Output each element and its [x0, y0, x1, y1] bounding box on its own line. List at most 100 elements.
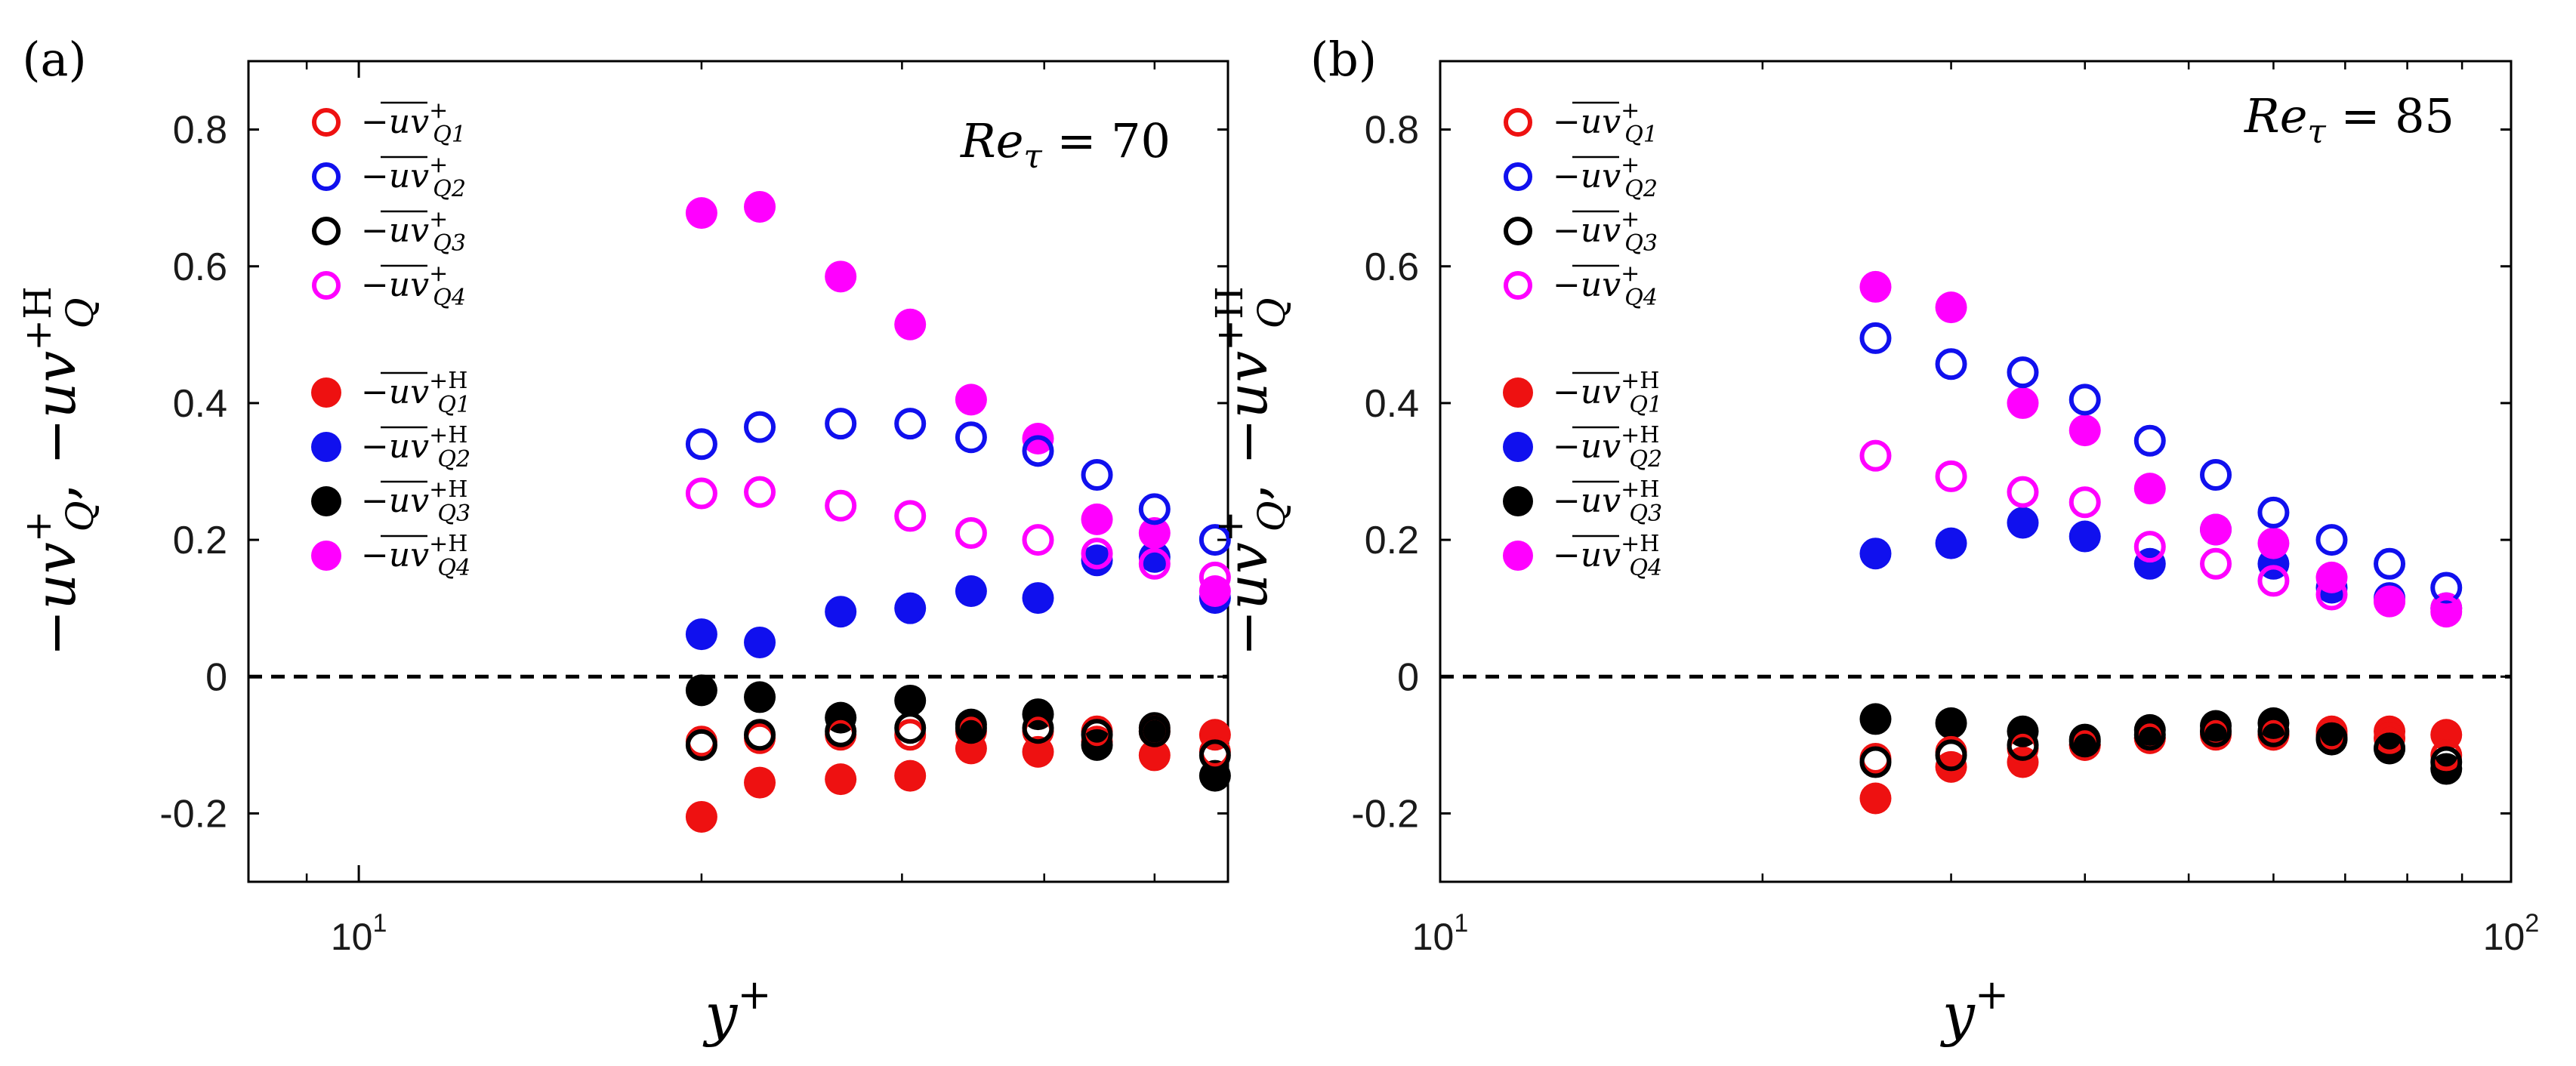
legend-superscript: +H — [429, 531, 467, 557]
legend-superscript: + — [1621, 206, 1640, 233]
series-q2 — [685, 408, 1231, 556]
y-tick-label: 0.4 — [173, 382, 227, 426]
data-point — [2315, 722, 2348, 754]
data-point — [1199, 524, 1231, 556]
legend-superscript: +H — [429, 422, 467, 448]
legend-base: uv — [389, 373, 429, 411]
y-label-separator: , — [1215, 465, 1280, 501]
legend-marker — [1503, 432, 1533, 462]
data-point — [2315, 578, 2348, 611]
data-point — [1935, 291, 1967, 324]
x-tick-label-base: 10 — [2483, 916, 2525, 958]
data-point — [2374, 585, 2406, 618]
series-q2-h — [685, 541, 1231, 658]
y-label-part1: −uv — [23, 542, 88, 657]
data-point — [744, 626, 776, 658]
data-point — [2069, 726, 2101, 758]
legend-subscript: Q4 — [433, 285, 466, 311]
data-point — [1138, 517, 1171, 550]
y-label-part1-sub: Q — [1250, 501, 1294, 531]
legend-superscript: + — [1621, 97, 1640, 124]
data-point — [1138, 541, 1171, 573]
annotation-value: = 85 — [2326, 88, 2454, 143]
series-q4 — [685, 476, 1231, 593]
data-point — [1935, 527, 1967, 559]
data-point — [2374, 722, 2406, 754]
y-axis-label: −uv+Q, −uv+HQ — [1208, 286, 1294, 656]
y-tick-label: -0.2 — [159, 792, 227, 836]
legend-base: uv — [389, 157, 429, 196]
legend-marker — [311, 432, 341, 462]
data-point — [1081, 538, 1113, 570]
legend-base: uv — [389, 211, 429, 250]
legend-entry: −uv+ Q3 — [1504, 206, 1658, 257]
data-point — [2007, 507, 2039, 539]
y-label-part1-sub: Q — [58, 501, 102, 531]
data-point — [2133, 531, 2166, 563]
data-point — [2430, 572, 2463, 604]
legend-subscript: Q1 — [433, 122, 466, 148]
series-q4 — [1859, 439, 2463, 628]
legend-label: −uv+H Q3 — [1553, 476, 1662, 527]
data-point — [894, 308, 927, 340]
legend-entry: −uv+H Q2 — [1503, 422, 1662, 473]
data-point — [1081, 459, 1113, 491]
legend-subscript: Q1 — [437, 392, 470, 418]
legend-marker — [311, 486, 341, 516]
legend-entry: −uv+ Q3 — [312, 206, 466, 257]
legend-marker — [1503, 486, 1533, 516]
legend-marker — [312, 162, 341, 191]
data-point — [894, 759, 927, 792]
legend-minus: − — [1553, 427, 1581, 466]
data-point — [1022, 435, 1054, 467]
legend-superscript: + — [1621, 260, 1640, 287]
legend: −uv+ Q1−uv+ Q2−uv+ Q3−uv+ Q4−uv+H Q1−uv+H Q2−u… — [311, 97, 470, 581]
data-point — [685, 674, 717, 707]
data-point — [825, 489, 857, 522]
data-point — [2133, 424, 2166, 457]
legend-entry: −uv+H Q4 — [311, 531, 470, 581]
legend-superscript: + — [429, 97, 448, 124]
legend-minus: − — [361, 536, 389, 575]
data-point — [2374, 547, 2406, 580]
data-point — [2374, 732, 2406, 765]
data-point — [685, 197, 717, 230]
data-point — [955, 575, 987, 608]
legend-subscript: Q3 — [437, 501, 470, 527]
data-point — [825, 763, 857, 796]
annotation-base: Re — [2244, 88, 2307, 143]
legend-marker — [1504, 217, 1532, 245]
legend-minus: − — [1553, 536, 1581, 575]
data-point — [1081, 544, 1113, 577]
y-label-separator: , — [23, 465, 88, 501]
data-point — [825, 260, 857, 293]
legend-superscript: +H — [1621, 368, 1659, 394]
data-point — [2374, 732, 2406, 765]
series-q2 — [1859, 322, 2463, 604]
legend-superscript: + — [1621, 152, 1640, 178]
y-label-part2-sub: Q — [58, 297, 102, 328]
data-point — [955, 712, 987, 744]
data-point — [2069, 520, 2101, 553]
data-point — [2200, 547, 2232, 580]
annotation-base: Re — [960, 113, 1023, 168]
series-q3 — [685, 712, 1231, 772]
data-point — [955, 421, 987, 454]
legend-marker — [1503, 377, 1533, 408]
legend-superscript: +H — [1621, 531, 1659, 557]
data-point — [685, 800, 717, 833]
data-point — [1138, 493, 1171, 525]
data-point — [1138, 715, 1171, 747]
y-tick-label: 0.8 — [1365, 109, 1419, 153]
y-tick-label: 0.6 — [1365, 245, 1419, 289]
data-point — [955, 517, 987, 550]
legend-label: −uv+ Q4 — [1553, 260, 1658, 311]
y-label-part2: −uv — [1215, 351, 1280, 466]
legend-entry: −uv+H Q3 — [311, 476, 470, 527]
legend-minus: − — [1553, 103, 1581, 141]
legend-entry: −uv+ Q2 — [1504, 152, 1658, 202]
legend-base: uv — [1581, 211, 1621, 250]
legend-subscript: Q2 — [1624, 176, 1658, 202]
